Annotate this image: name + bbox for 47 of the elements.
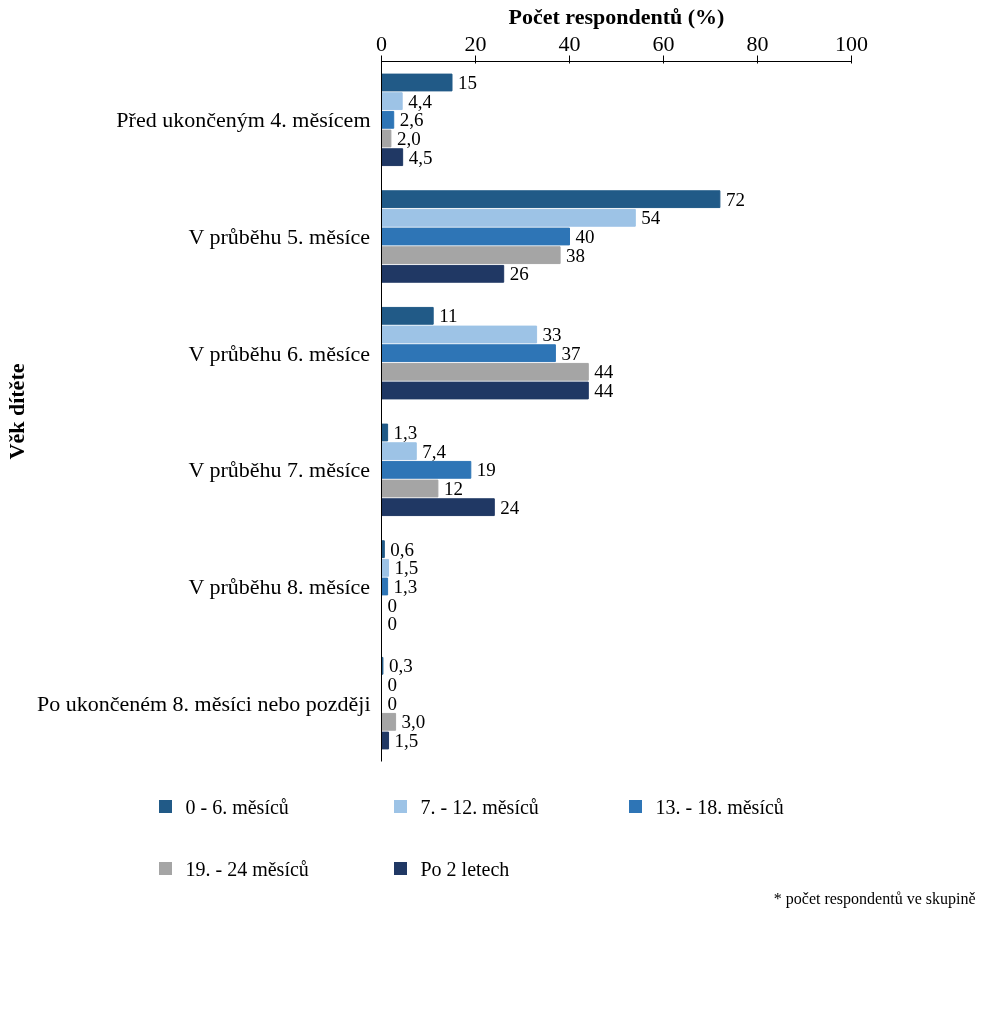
legend-label: 13. - 18. měsíců [655, 795, 784, 818]
x-tick-label: 80 [746, 30, 769, 56]
data-label: 38 [566, 244, 586, 266]
data-label: 19 [476, 459, 496, 481]
legend-label: 0 - 6. měsíců [185, 795, 289, 818]
data-label: 3,0 [401, 711, 426, 733]
legend-label: 7. - 12. měsíců [420, 795, 539, 818]
y-tick-label: V průběhu 8. měsíce [188, 574, 371, 599]
data-label: 40 [575, 226, 595, 247]
data-label: 26 [509, 263, 529, 285]
data-label: 2,0 [396, 128, 421, 149]
x-tick-label: 60 [652, 30, 675, 56]
data-label: 54 [641, 207, 661, 229]
y-tick-label: Před ukončeným 4. měsícem [116, 107, 371, 133]
data-label: 0 [387, 674, 397, 695]
data-label: 0,3 [388, 655, 413, 677]
data-label: 0 [387, 692, 397, 714]
data-label: 1,5 [394, 730, 419, 751]
x-tick-label: 0 [376, 30, 387, 56]
y-axis-title: Věk dítěte [3, 363, 29, 460]
data-label: 72 [725, 188, 745, 210]
y-tick-label: V průběhu 5. měsíce [188, 224, 371, 249]
data-label: 7,4 [422, 440, 447, 462]
y-tick-label: Po ukončeném 8. měsíci nebo později [36, 690, 371, 716]
x-tick-label: 40 [558, 30, 581, 56]
x-axis-title: Počet respondentů (%) [508, 3, 725, 29]
data-label: 15 [458, 72, 477, 93]
legend-label: 19. - 24 měsíců [185, 857, 309, 880]
data-label: 4,4 [408, 90, 433, 112]
y-tick-label: V průběhu 6. měsíce [188, 340, 371, 366]
x-tick-label: 100 [835, 30, 868, 56]
x-tick-label: 20 [464, 30, 487, 56]
text: * počet respondentů ve skupině [773, 889, 976, 908]
data-label: 1,3 [393, 422, 418, 443]
data-label: 44 [594, 361, 614, 383]
legend-label: Po 2 letech [420, 857, 510, 880]
data-label: 11 [439, 305, 458, 327]
data-label: 24 [500, 496, 520, 518]
data-label: 0,6 [390, 538, 415, 560]
data-label: 33 [542, 324, 562, 345]
data-label: 37 [561, 342, 581, 364]
y-tick-label: V průběhu 7. měsíce [188, 457, 371, 483]
data-label: 1,3 [393, 576, 418, 597]
data-label: 12 [443, 478, 463, 499]
data-label: 0 [387, 594, 397, 616]
data-label: 0 [387, 613, 397, 635]
data-label: 44 [594, 380, 614, 401]
